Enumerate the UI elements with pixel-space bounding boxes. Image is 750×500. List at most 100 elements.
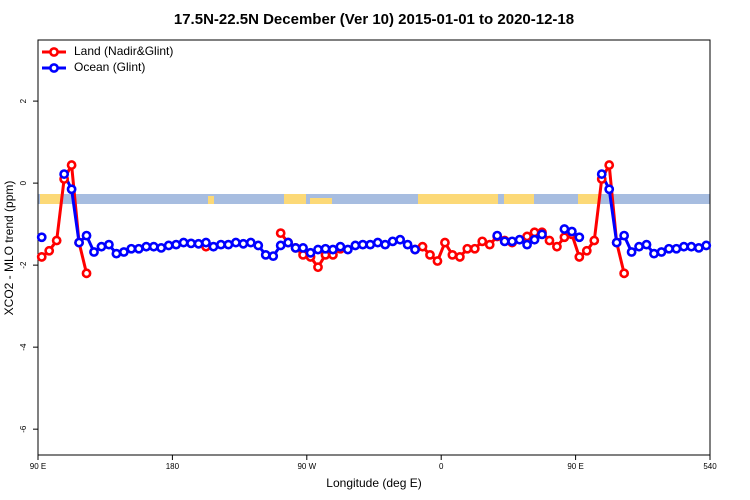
data-point: [432, 256, 443, 266]
x-tick-label: 90 W: [297, 462, 316, 471]
data-point: [492, 230, 503, 241]
data-point: [581, 245, 592, 256]
data-point: [275, 228, 286, 239]
data-point: [671, 243, 682, 254]
data-point: [484, 239, 495, 250]
data-point: [357, 239, 368, 250]
data-point: [499, 236, 510, 247]
data-point: [260, 249, 271, 260]
x-tick-label: 540: [703, 462, 717, 471]
data-point: [552, 241, 562, 252]
data-point: [454, 252, 465, 262]
data-point: [223, 239, 234, 250]
data-point: [36, 252, 47, 262]
data-point: [380, 239, 391, 250]
data-point: [118, 247, 129, 257]
y-tick-label: -4: [19, 343, 28, 351]
data-point: [350, 240, 361, 251]
data-point: [417, 241, 428, 252]
data-point: [656, 247, 667, 257]
y-tick-label: -2: [19, 261, 28, 269]
ocean-strip: [38, 194, 710, 204]
data-point: [163, 240, 174, 251]
data-point: [178, 237, 189, 248]
data-point: [96, 241, 107, 252]
data-point: [387, 236, 398, 247]
data-point: [559, 232, 570, 243]
data-point: [208, 241, 219, 252]
legend-label: Land (Nadir&Glint): [74, 44, 173, 58]
y-tick-label: 2: [19, 98, 28, 103]
x-tick-label: 180: [166, 462, 180, 471]
data-point: [395, 234, 406, 245]
data-point: [589, 235, 600, 246]
data-point: [230, 237, 241, 248]
data-point: [365, 239, 376, 250]
data-point: [51, 235, 62, 246]
legend-marker: [49, 63, 59, 73]
land-strip: [418, 194, 498, 204]
data-point: [238, 238, 249, 249]
data-point: [626, 247, 637, 257]
data-point: [410, 244, 420, 255]
data-point: [641, 239, 652, 250]
data-point: [619, 230, 630, 241]
data-point: [678, 241, 689, 252]
data-point: [89, 247, 99, 257]
data-point: [335, 241, 346, 252]
data-point: [81, 230, 92, 241]
x-tick-label: 0: [439, 462, 444, 471]
data-point: [141, 241, 152, 252]
data-point: [619, 268, 630, 279]
chart-title: 17.5N-22.5N December (Ver 10) 2015-01-01…: [174, 11, 574, 28]
data-point: [305, 247, 316, 258]
data-point: [596, 169, 607, 179]
x-tick-label: 90 E: [567, 462, 583, 471]
data-point: [522, 231, 532, 242]
data-point: [440, 237, 450, 248]
data-point: [649, 248, 659, 259]
y-tick-label: 0: [19, 180, 28, 185]
data-point: [313, 262, 323, 273]
land-strip: [504, 194, 534, 204]
data-point: [469, 243, 480, 254]
data-point: [201, 237, 211, 248]
data-point: [186, 238, 196, 249]
data-point: [477, 236, 488, 247]
data-point: [529, 234, 540, 245]
data-point: [342, 244, 353, 255]
data-point: [537, 229, 547, 240]
data-point: [462, 243, 473, 254]
data-point: [74, 237, 84, 248]
data-point: [126, 243, 137, 254]
data-point: [447, 249, 458, 260]
data-point: [559, 224, 570, 234]
land-mask-strip: [38, 194, 710, 204]
data-point: [574, 232, 585, 243]
y-tick-label: -6: [19, 425, 28, 433]
land-strip: [284, 194, 306, 204]
data-point: [81, 268, 92, 279]
land-strip: [40, 194, 62, 204]
data-point: [268, 251, 279, 262]
legend-label: Ocean (Glint): [74, 60, 145, 74]
data-point: [66, 160, 77, 170]
land-strip: [578, 194, 600, 204]
data-point: [604, 160, 615, 170]
data-point: [290, 243, 301, 253]
data-point: [253, 240, 264, 251]
data-point: [686, 241, 697, 252]
x-axis-label: Longitude (deg E): [326, 476, 421, 490]
data-point: [425, 249, 435, 260]
x-tick-label: 90 E: [30, 462, 46, 471]
data-point: [701, 240, 712, 251]
legend-marker: [49, 47, 59, 57]
data-point: [111, 248, 122, 259]
data-point: [216, 239, 226, 250]
data-point: [66, 184, 77, 195]
data-point: [514, 234, 525, 245]
data-point: [574, 252, 585, 262]
data-point: [522, 239, 532, 250]
data-point: [298, 243, 308, 253]
